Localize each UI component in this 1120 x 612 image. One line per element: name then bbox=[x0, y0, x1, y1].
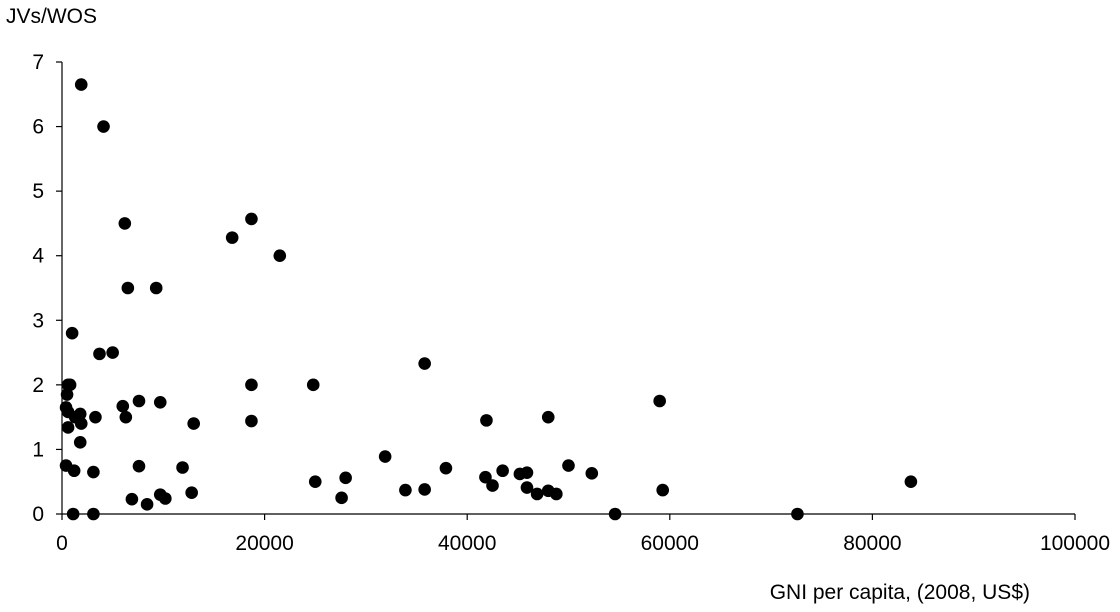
data-point bbox=[496, 464, 509, 478]
y-tick-label: 1 bbox=[32, 438, 44, 461]
data-point bbox=[520, 466, 534, 479]
data-point bbox=[74, 78, 88, 91]
data-point bbox=[225, 231, 239, 244]
data-point bbox=[399, 483, 412, 497]
data-point bbox=[418, 357, 431, 370]
tick-marks bbox=[56, 61, 1076, 520]
data-point bbox=[118, 217, 132, 230]
data-point bbox=[176, 461, 189, 474]
data-point bbox=[904, 475, 918, 489]
x-tick-label: 80000 bbox=[843, 532, 901, 555]
data-point bbox=[119, 410, 133, 424]
x-axis-title: GNI per capita, (2008, US$) bbox=[770, 581, 1030, 604]
data-point bbox=[61, 421, 75, 434]
y-axis-title: JVs/WOS bbox=[6, 5, 97, 28]
data-point bbox=[116, 399, 130, 413]
data-point bbox=[73, 407, 87, 421]
data-point bbox=[74, 417, 88, 430]
data-point bbox=[306, 378, 320, 392]
y-tick-label: 4 bbox=[32, 245, 44, 268]
data-point bbox=[339, 471, 352, 485]
data-point bbox=[187, 417, 200, 430]
data-point bbox=[439, 461, 453, 475]
data-point bbox=[308, 475, 322, 489]
x-tick-label: 20000 bbox=[235, 532, 293, 555]
y-tick-label: 5 bbox=[32, 180, 44, 203]
x-tick-label: 40000 bbox=[438, 532, 496, 555]
data-point bbox=[273, 249, 287, 263]
data-point bbox=[480, 414, 493, 427]
data-point bbox=[245, 414, 258, 428]
data-point bbox=[541, 410, 555, 424]
data-point bbox=[185, 486, 198, 499]
x-tick-label: 60000 bbox=[641, 532, 699, 555]
y-tick-label: 6 bbox=[32, 116, 44, 139]
data-point bbox=[245, 378, 258, 392]
data-point bbox=[585, 467, 599, 480]
data-point bbox=[73, 436, 87, 449]
data-point bbox=[132, 459, 146, 473]
data-point bbox=[132, 394, 146, 408]
x-tick-label: 0 bbox=[56, 532, 68, 555]
data-point bbox=[97, 120, 110, 133]
data-point bbox=[65, 326, 79, 340]
data-point bbox=[653, 394, 666, 408]
y-tick-label: 2 bbox=[32, 374, 44, 397]
data-point bbox=[520, 481, 534, 494]
data-point bbox=[530, 487, 544, 501]
tick-labels: 0 1 2 3 4 5 6 7 0 20000 40000 60000 80000 100000 bbox=[32, 51, 1110, 555]
data-point bbox=[791, 507, 804, 521]
data-point bbox=[153, 395, 167, 409]
data-point bbox=[562, 459, 575, 472]
data-point bbox=[93, 347, 106, 361]
data-point bbox=[66, 507, 80, 521]
y-tick-label: 3 bbox=[32, 309, 44, 332]
data-point bbox=[378, 450, 392, 463]
data-point bbox=[418, 483, 431, 496]
y-tick-label: 7 bbox=[32, 51, 44, 74]
data-point bbox=[245, 212, 258, 226]
data-point bbox=[125, 492, 139, 506]
data-point bbox=[140, 498, 154, 511]
data-point bbox=[67, 464, 81, 478]
data-point bbox=[335, 491, 348, 505]
data-point bbox=[60, 388, 74, 401]
data-point bbox=[106, 346, 119, 359]
data-point bbox=[656, 483, 670, 497]
data-points bbox=[59, 78, 918, 521]
data-point bbox=[89, 410, 102, 424]
y-tick-label: 0 bbox=[32, 503, 44, 526]
data-point bbox=[479, 470, 492, 484]
data-point bbox=[121, 281, 135, 295]
data-point bbox=[87, 507, 100, 521]
data-point bbox=[608, 507, 622, 521]
data-point bbox=[61, 378, 75, 392]
data-point bbox=[486, 479, 499, 492]
data-point bbox=[87, 465, 100, 479]
x-tick-label: 100000 bbox=[1040, 532, 1110, 555]
data-point bbox=[149, 281, 163, 295]
axes bbox=[61, 62, 1075, 515]
data-point bbox=[550, 487, 563, 501]
data-point bbox=[159, 492, 172, 505]
